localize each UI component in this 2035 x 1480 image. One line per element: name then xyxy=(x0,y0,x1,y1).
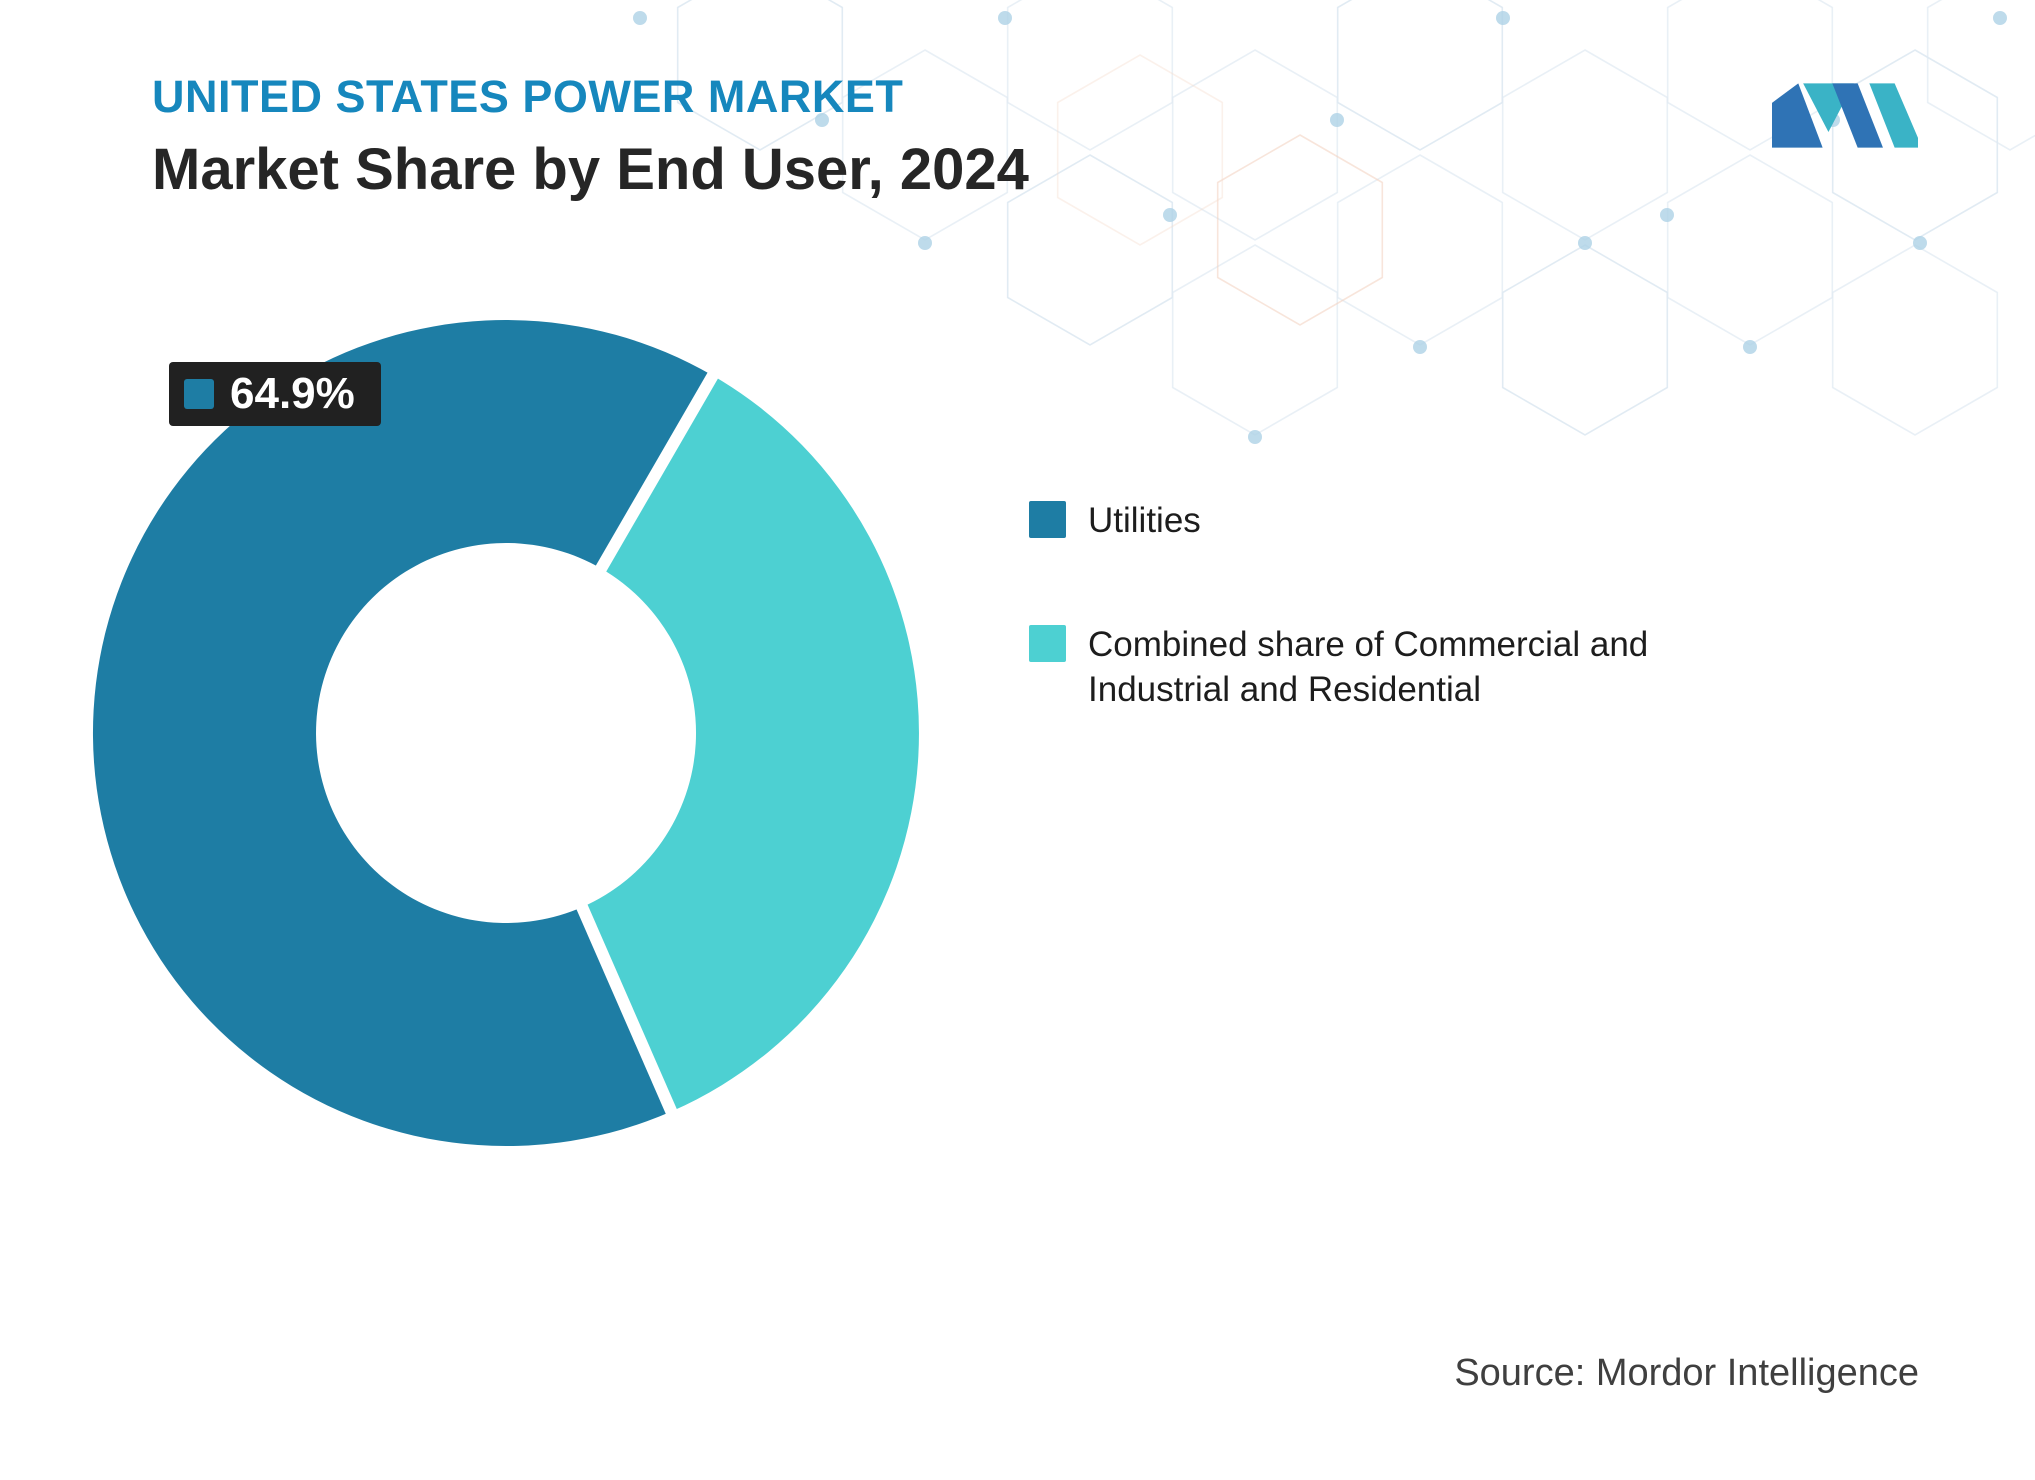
donut-chart xyxy=(92,320,919,1147)
value-callout: 64.9% xyxy=(169,362,381,426)
legend-item-utilities[interactable]: Utilities xyxy=(1029,498,1688,544)
legend-label-utilities: Utilities xyxy=(1088,501,1201,540)
chart-legend: Utilities Combined share of Commercial a… xyxy=(1029,498,1688,713)
source-attribution: Source: Mordor Intelligence xyxy=(1454,1352,1919,1394)
callout-swatch xyxy=(184,379,214,409)
mordor-intelligence-logo xyxy=(1772,83,1918,148)
segment-gap xyxy=(573,897,680,1122)
legend-label-combined: Combined share of Commercial and Industr… xyxy=(1088,624,1649,710)
report-title: UNITED STATES POWER MARKET xyxy=(152,71,904,122)
legend-item-combined[interactable]: Combined share of Commercial and Industr… xyxy=(1029,622,1688,713)
chart-title: Market Share by End User, 2024 xyxy=(152,136,1029,202)
header: UNITED STATES POWER MARKET Market Share … xyxy=(152,72,1029,201)
legend-swatch-combined xyxy=(1029,624,1066,662)
donut-segment-2[interactable] xyxy=(582,375,919,1112)
legend-swatch-utilities xyxy=(1029,501,1066,538)
callout-value: 64.9% xyxy=(230,369,355,418)
segment-gap xyxy=(591,365,722,579)
donut-segment-1[interactable] xyxy=(92,320,713,1147)
